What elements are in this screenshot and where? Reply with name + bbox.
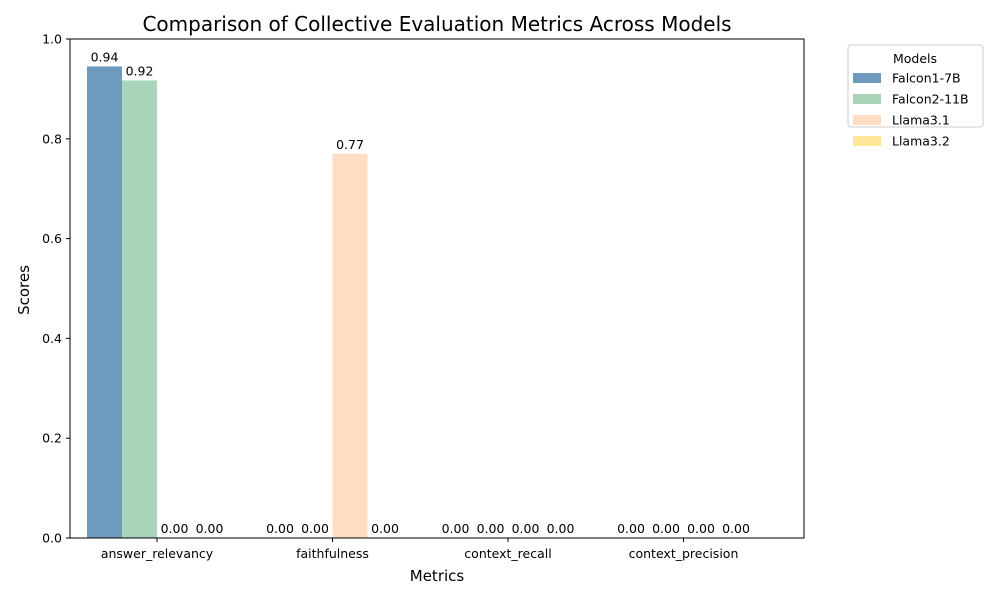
bar-value-label: 0.00 [652,521,680,536]
legend: Models Falcon1-7B Falcon2-11B Llama3.1 Llam… [847,44,984,149]
bar-value-label: 0.00 [266,521,294,536]
value-labels-layer: 0.94 0.92 0.00 0.00 0.00 0.00 0.77 0.00 0.00 0.00… [91,49,750,536]
y-tick-label: 0.8 [42,131,62,146]
bars-layer [87,66,368,539]
bar-value-label: 0.00 [301,521,329,536]
plot-frame [69,38,805,539]
bar-falcon2-11b-answer-relevancy [122,80,157,539]
bar-value-label: 0.00 [371,521,399,536]
bar-value-label: 0.77 [336,137,364,152]
legend-label: Llama3.2 [892,134,950,149]
x-axis-label: Metrics [410,567,465,585]
legend-label: Llama3.1 [892,113,950,128]
bar-value-label: 0.00 [196,521,224,536]
legend-swatch [853,136,881,146]
legend-swatch [853,115,881,125]
y-tick-label: 0.6 [42,231,62,246]
y-tick-label: 0.2 [42,431,62,446]
legend-label: Falcon1-7B [892,71,961,86]
legend-frame [847,44,984,128]
bar-value-label: 0.00 [477,521,505,536]
y-axis: 0.0 0.2 0.4 0.6 0.8 1.0 [42,32,70,546]
y-tick-label: 0.0 [42,531,62,546]
legend-items: Falcon1-7B Falcon2-11B Llama3.1 Llama3.2 [853,71,969,149]
bar-llama3-1-faithfulness [332,153,368,538]
bar-value-label: 0.00 [512,521,540,536]
x-axis: answer_relevancy faithfulness context_reca… [101,538,739,561]
bar-value-label: 0.00 [442,521,470,536]
bar-value-label: 0.00 [617,521,645,536]
x-tick-label: context_precision [629,546,739,561]
legend-title: Models [893,51,937,66]
legend-swatch [853,94,881,104]
bar-value-label: 0.92 [126,63,154,78]
y-tick-label: 0.4 [42,331,62,346]
bar-falcon1-7b-answer-relevancy [87,66,122,538]
chart-title: Comparison of Collective Evaluation Metr… [142,12,731,36]
x-tick-label: context_recall [464,546,551,561]
bar-value-label: 0.00 [161,521,189,536]
bar-value-label: 0.00 [687,521,715,536]
y-axis-label: Scores [15,265,33,315]
x-tick-label: answer_relevancy [101,546,214,561]
legend-swatch [853,73,881,83]
legend-label: Falcon2-11B [892,92,969,107]
x-tick-label: faithfulness [296,546,369,561]
y-tick-label: 1.0 [42,32,62,47]
bar-value-label: 0.00 [547,521,575,536]
bar-value-label: 0.00 [722,521,750,536]
bar-value-label: 0.94 [91,49,119,64]
